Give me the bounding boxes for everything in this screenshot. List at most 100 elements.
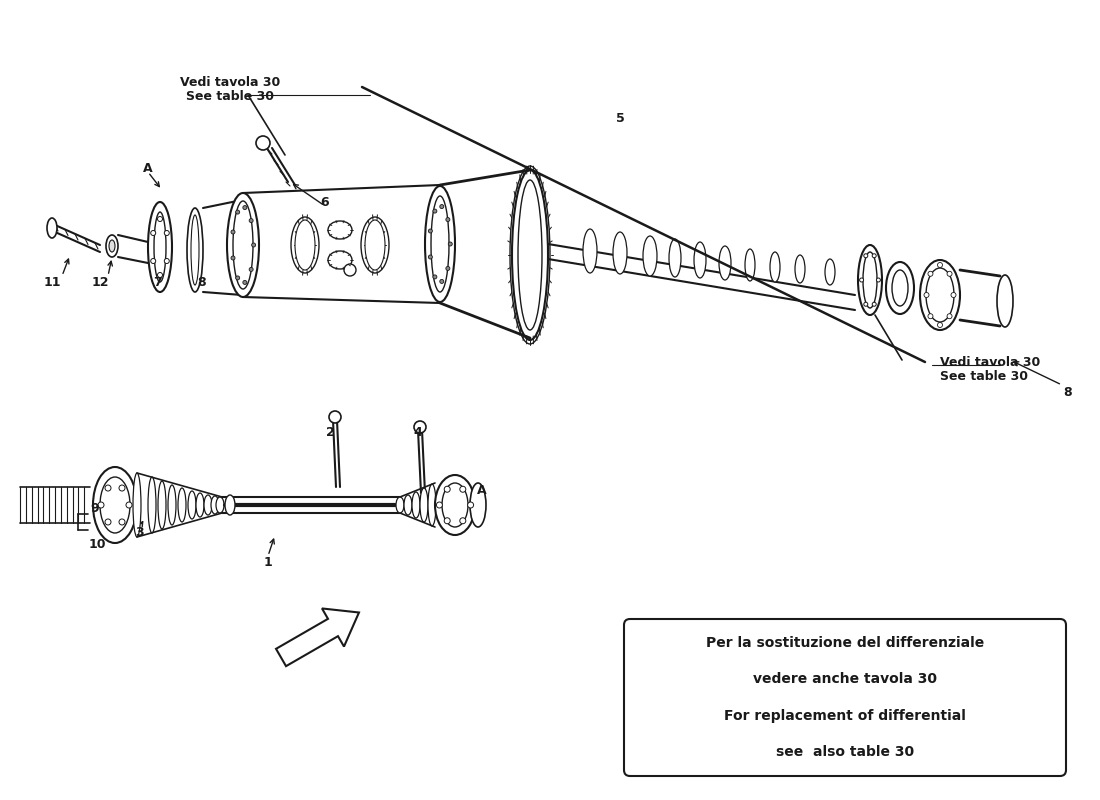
Ellipse shape bbox=[864, 254, 868, 258]
Text: vedere anche tavola 30: vedere anche tavola 30 bbox=[754, 672, 937, 686]
Ellipse shape bbox=[644, 236, 657, 276]
Ellipse shape bbox=[444, 486, 450, 492]
Ellipse shape bbox=[187, 208, 204, 292]
Ellipse shape bbox=[937, 322, 943, 327]
Ellipse shape bbox=[460, 486, 465, 492]
Ellipse shape bbox=[148, 477, 156, 533]
Ellipse shape bbox=[864, 302, 868, 306]
Ellipse shape bbox=[396, 497, 404, 513]
Ellipse shape bbox=[106, 235, 118, 257]
Ellipse shape bbox=[952, 293, 956, 298]
Text: 6: 6 bbox=[321, 195, 329, 209]
Ellipse shape bbox=[329, 411, 341, 423]
Ellipse shape bbox=[361, 217, 389, 273]
Ellipse shape bbox=[444, 518, 450, 524]
Ellipse shape bbox=[250, 218, 253, 222]
Ellipse shape bbox=[404, 495, 412, 515]
Ellipse shape bbox=[157, 273, 163, 278]
Ellipse shape bbox=[235, 210, 240, 214]
Text: A: A bbox=[477, 483, 487, 497]
Text: See table 30: See table 30 bbox=[186, 90, 274, 102]
Ellipse shape bbox=[133, 473, 141, 537]
Ellipse shape bbox=[613, 232, 627, 274]
Ellipse shape bbox=[204, 495, 212, 515]
Ellipse shape bbox=[460, 518, 465, 524]
Ellipse shape bbox=[886, 262, 914, 314]
Ellipse shape bbox=[216, 497, 224, 513]
Ellipse shape bbox=[892, 270, 907, 306]
Ellipse shape bbox=[669, 239, 681, 277]
Text: See table 30: See table 30 bbox=[940, 370, 1028, 382]
Text: 3: 3 bbox=[135, 526, 144, 538]
Ellipse shape bbox=[583, 229, 597, 273]
Ellipse shape bbox=[196, 493, 204, 517]
Ellipse shape bbox=[158, 481, 166, 529]
Ellipse shape bbox=[365, 220, 385, 270]
Polygon shape bbox=[276, 609, 359, 666]
Ellipse shape bbox=[428, 229, 432, 233]
Ellipse shape bbox=[512, 170, 548, 340]
Ellipse shape bbox=[864, 252, 877, 308]
Text: A: A bbox=[143, 162, 153, 174]
Text: 12: 12 bbox=[91, 275, 109, 289]
Ellipse shape bbox=[926, 268, 954, 322]
Text: 1: 1 bbox=[264, 555, 273, 569]
Ellipse shape bbox=[470, 483, 486, 527]
Text: 7: 7 bbox=[154, 275, 163, 289]
Ellipse shape bbox=[328, 251, 352, 269]
Ellipse shape bbox=[119, 519, 125, 525]
Ellipse shape bbox=[164, 230, 169, 235]
Ellipse shape bbox=[770, 252, 780, 282]
Ellipse shape bbox=[292, 217, 319, 273]
Ellipse shape bbox=[694, 242, 706, 278]
Ellipse shape bbox=[154, 212, 166, 282]
Ellipse shape bbox=[109, 240, 116, 252]
Ellipse shape bbox=[745, 249, 755, 281]
Ellipse shape bbox=[440, 205, 443, 209]
Ellipse shape bbox=[937, 262, 943, 267]
Ellipse shape bbox=[428, 484, 436, 526]
Ellipse shape bbox=[233, 201, 253, 289]
Ellipse shape bbox=[164, 258, 169, 263]
Text: Vedi tavola 30: Vedi tavola 30 bbox=[940, 355, 1041, 369]
Ellipse shape bbox=[412, 492, 420, 518]
Text: 4: 4 bbox=[414, 426, 422, 438]
Ellipse shape bbox=[227, 193, 258, 297]
Ellipse shape bbox=[518, 180, 542, 330]
FancyBboxPatch shape bbox=[624, 619, 1066, 776]
Ellipse shape bbox=[928, 271, 933, 276]
Ellipse shape bbox=[231, 256, 235, 260]
Ellipse shape bbox=[877, 278, 880, 282]
Ellipse shape bbox=[243, 281, 246, 285]
Ellipse shape bbox=[928, 314, 933, 318]
Ellipse shape bbox=[446, 266, 450, 270]
Ellipse shape bbox=[433, 209, 437, 213]
Ellipse shape bbox=[420, 488, 428, 522]
Ellipse shape bbox=[191, 215, 199, 285]
Ellipse shape bbox=[344, 264, 356, 276]
Ellipse shape bbox=[997, 275, 1013, 327]
Ellipse shape bbox=[442, 483, 468, 527]
Ellipse shape bbox=[100, 477, 130, 533]
Ellipse shape bbox=[872, 254, 877, 258]
Ellipse shape bbox=[859, 278, 864, 282]
Ellipse shape bbox=[431, 196, 449, 292]
Ellipse shape bbox=[437, 502, 442, 508]
Ellipse shape bbox=[468, 502, 474, 508]
Ellipse shape bbox=[157, 217, 163, 222]
Text: Vedi tavola 30: Vedi tavola 30 bbox=[180, 75, 280, 89]
Text: 8: 8 bbox=[1064, 386, 1072, 398]
Ellipse shape bbox=[719, 246, 732, 280]
Ellipse shape bbox=[256, 136, 270, 150]
Ellipse shape bbox=[425, 186, 455, 302]
Ellipse shape bbox=[151, 258, 156, 263]
Ellipse shape bbox=[178, 488, 186, 522]
Ellipse shape bbox=[119, 485, 125, 491]
Ellipse shape bbox=[947, 271, 952, 276]
Ellipse shape bbox=[795, 255, 805, 283]
Ellipse shape bbox=[231, 230, 235, 234]
Ellipse shape bbox=[434, 475, 475, 535]
Ellipse shape bbox=[151, 230, 156, 235]
Ellipse shape bbox=[168, 485, 176, 525]
Text: 10: 10 bbox=[88, 538, 106, 551]
